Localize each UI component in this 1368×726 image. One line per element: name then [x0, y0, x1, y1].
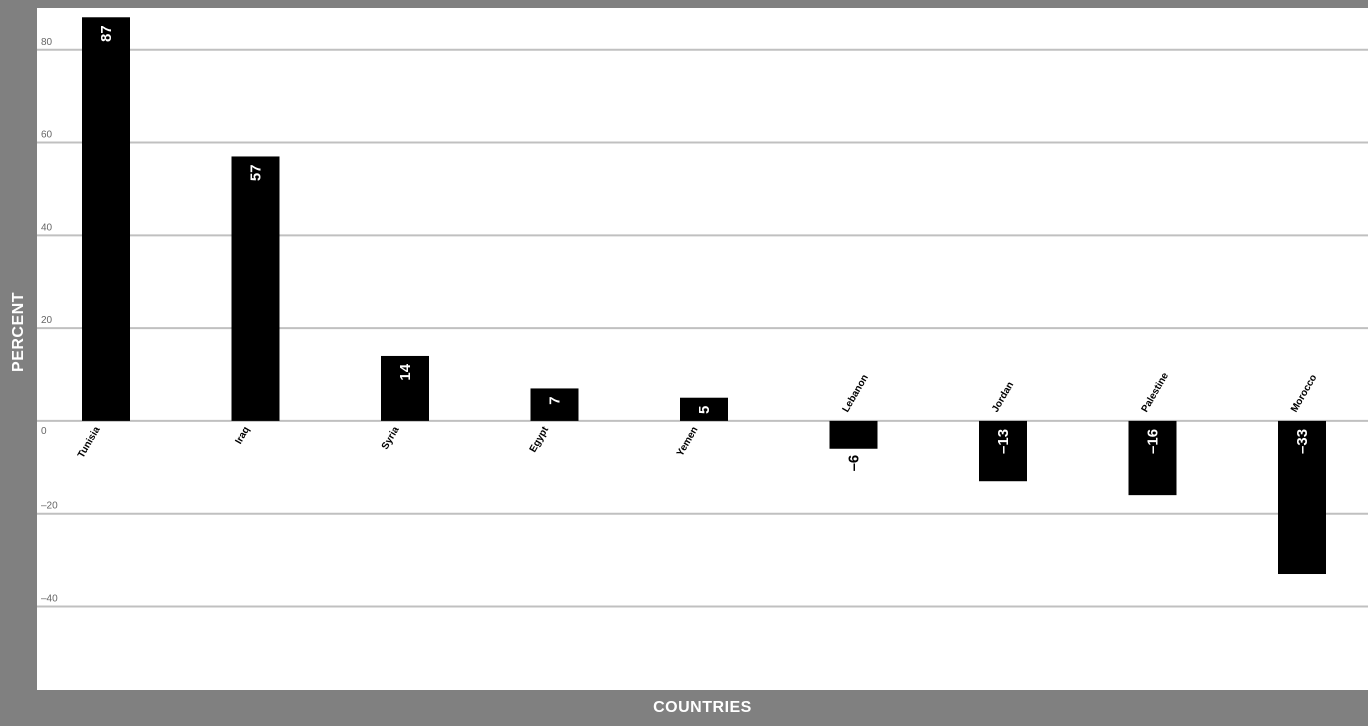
y-tick-label: 0 — [41, 426, 47, 437]
value-label: –16 — [1145, 429, 1162, 454]
y-tick-label: 20 — [41, 315, 53, 326]
bar-yemen — [680, 397, 728, 421]
category-label: Lebanon — [841, 373, 871, 415]
value-label: –6 — [846, 455, 863, 472]
bar-egypt — [530, 388, 579, 421]
bar-jordan — [979, 420, 1027, 482]
bar-iraq — [231, 156, 280, 421]
y-tick-label: –20 — [41, 501, 58, 512]
value-label: 7 — [547, 396, 564, 404]
value-label: 87 — [98, 25, 115, 42]
y-tick-label: –40 — [41, 593, 58, 604]
bars — [82, 17, 1326, 575]
value-label: 5 — [696, 406, 713, 414]
plot-area: 80 60 40 20 0 –20 –40 Tunisia 87 Iraq 57 Syria 14 Egy… — [37, 8, 1368, 690]
category-label: Palestine — [1140, 371, 1172, 415]
y-axis-label: PERCENT — [10, 292, 27, 372]
bar-syria — [381, 355, 429, 421]
bar-palestine — [1128, 420, 1177, 496]
bar-tunisia — [82, 17, 130, 421]
category-label: Syria — [380, 425, 402, 452]
y-tick-label: 60 — [41, 130, 53, 141]
y-tick-label: 40 — [41, 222, 53, 233]
category-label: Jordan — [990, 380, 1016, 414]
bar-chart: 806040200–20–40Tunisia87Iraq57Syria14Egy… — [37, 17, 1368, 608]
y-tick-label: 80 — [41, 37, 53, 48]
bar-lebanon — [829, 420, 878, 449]
value-label: 14 — [397, 363, 414, 380]
category-label: Tunisia — [76, 425, 103, 461]
category-label: Morocco — [1289, 373, 1319, 415]
value-label: –13 — [995, 429, 1012, 454]
category-label: Egypt — [528, 424, 552, 454]
category-label: Iraq — [233, 425, 252, 446]
bar-morocco — [1278, 420, 1326, 575]
x-axis-label: COUNTRIES — [653, 699, 752, 716]
value-label: 57 — [248, 164, 265, 181]
category-label: Yemen — [675, 425, 701, 458]
value-label: –33 — [1294, 429, 1311, 454]
